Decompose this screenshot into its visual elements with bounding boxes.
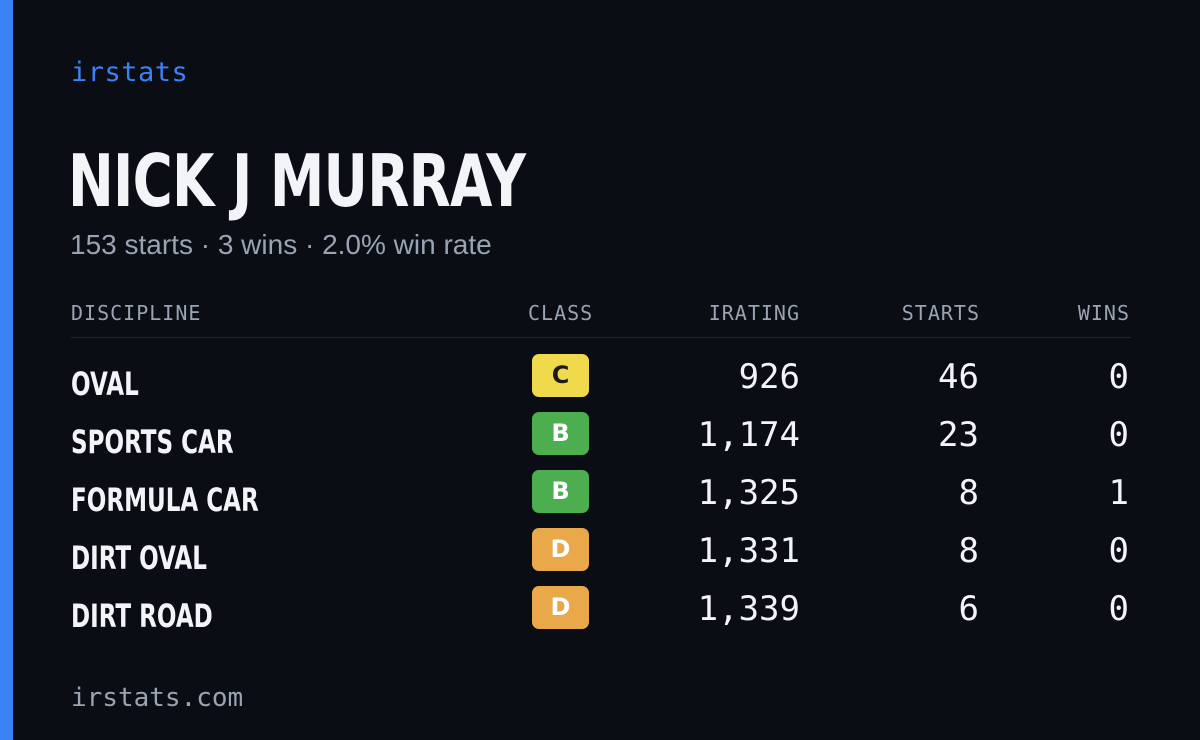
wins-value: 0 [1108, 415, 1129, 455]
accent-bar [0, 0, 13, 740]
discipline-name: DIRT OVAL [71, 539, 207, 577]
irating-value: 1,325 [697, 473, 800, 513]
discipline-name: FORMULA CAR [71, 481, 259, 519]
discipline-name: DIRT ROAD [71, 597, 213, 635]
header-divider [71, 337, 1131, 338]
wins-value: 0 [1108, 589, 1129, 629]
starts-value: 23 [938, 415, 979, 455]
starts-value: 6 [958, 589, 979, 629]
irating-value: 1,174 [697, 415, 800, 455]
player-summary: 153 starts · 3 wins · 2.0% win rate [70, 229, 492, 260]
header-irating: IRATING [708, 301, 800, 325]
table-row: DIRT OVAL D 1,331 8 0 [0, 528, 1200, 586]
irating-value: 1,339 [697, 589, 800, 629]
starts-value: 8 [958, 531, 979, 571]
wins-value: 0 [1108, 357, 1129, 397]
class-badge: C [532, 354, 589, 397]
class-badge: D [532, 586, 589, 629]
starts-value: 46 [938, 357, 979, 397]
irating-value: 1,331 [697, 531, 800, 571]
table-row: OVAL C 926 46 0 [0, 354, 1200, 412]
starts-value: 8 [958, 473, 979, 513]
class-badge: D [532, 528, 589, 571]
header-discipline: DISCIPLINE [71, 301, 202, 325]
header-starts: STARTS [901, 301, 980, 325]
table-row: SPORTS CAR B 1,174 23 0 [0, 412, 1200, 470]
class-badge: B [532, 470, 589, 513]
header-class: CLASS [528, 301, 594, 325]
table-row: DIRT ROAD D 1,339 6 0 [0, 586, 1200, 644]
irating-value: 926 [738, 357, 800, 397]
brand-logo: irstats [71, 57, 189, 88]
wins-value: 0 [1108, 531, 1129, 571]
wins-value: 1 [1108, 473, 1129, 513]
player-name: NICK J MURRAY [68, 139, 526, 223]
discipline-name: OVAL [71, 365, 139, 403]
class-badge: B [532, 412, 589, 455]
table-row: FORMULA CAR B 1,325 8 1 [0, 470, 1200, 528]
discipline-name: SPORTS CAR [71, 423, 234, 461]
header-wins: WINS [1077, 301, 1130, 325]
footer-url: irstats.com [71, 683, 244, 713]
